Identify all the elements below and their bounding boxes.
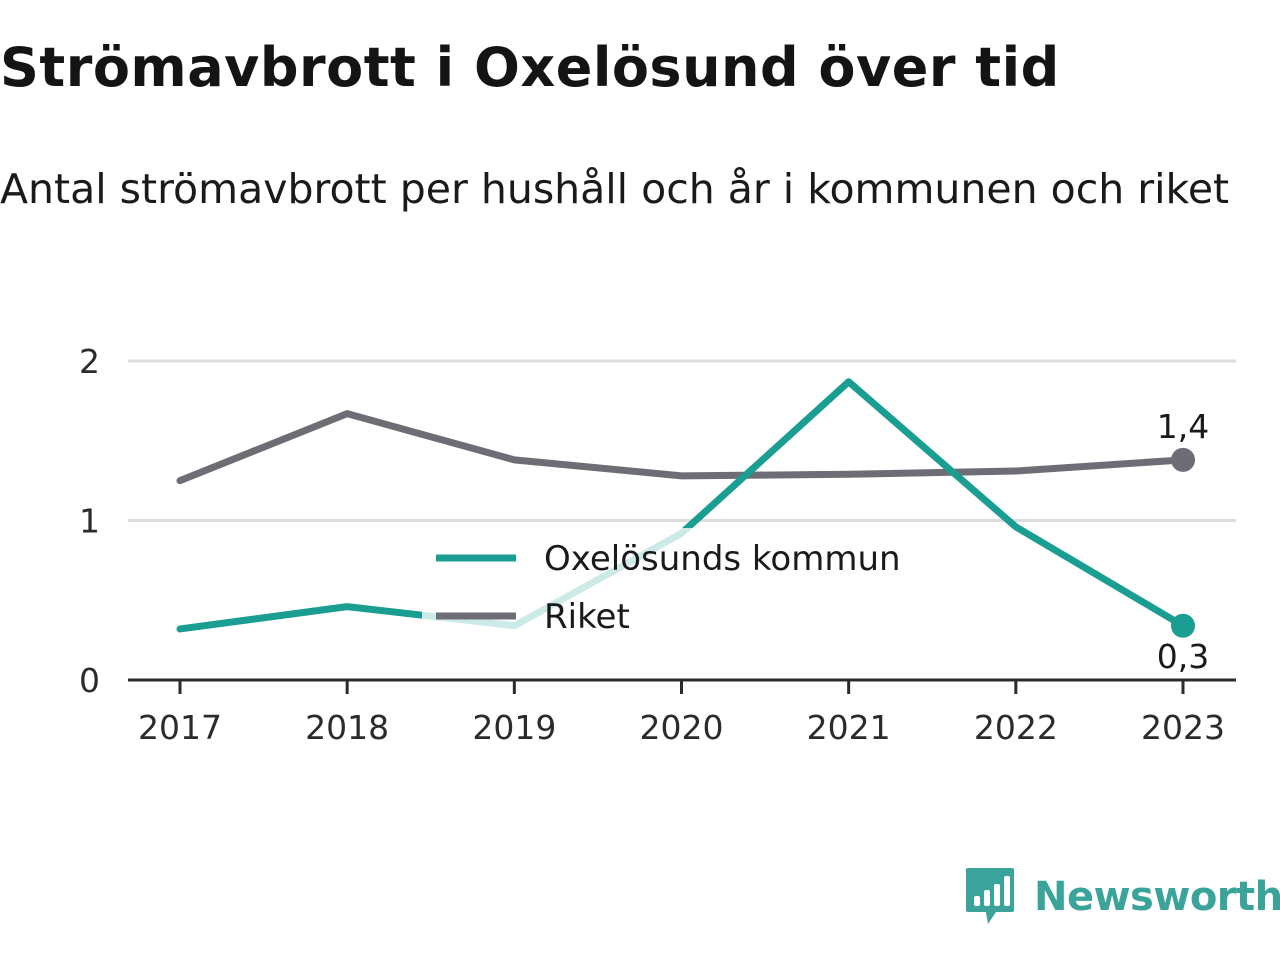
chart-subtitle: Antal strömavbrott per hushåll och år i … — [0, 165, 1230, 213]
y-tick-label: 0 — [79, 661, 100, 700]
x-tick-label: 2021 — [807, 708, 891, 747]
x-tick-label: 2020 — [640, 708, 724, 747]
x-tick-label: 2022 — [974, 708, 1058, 747]
legend: Oxelösunds kommun Riket — [422, 528, 942, 646]
data-label-riket: 1,4 — [1157, 407, 1209, 446]
x-tick-label: 2017 — [138, 708, 222, 747]
brand-logo: Newsworthy — [964, 862, 1280, 932]
y-tick-label: 2 — [79, 342, 100, 381]
x-tick-label: 2019 — [472, 708, 556, 747]
x-tick-label: 2018 — [305, 708, 389, 747]
x-tick-label: 2023 — [1141, 708, 1225, 747]
legend-label: Oxelösunds kommun — [544, 539, 901, 579]
data-labels: 1,4 0,3 — [1157, 407, 1209, 676]
gridlines — [128, 359, 1236, 522]
legend-background — [422, 528, 942, 646]
y-tick-label: 1 — [79, 502, 100, 541]
data-label-oxelosund: 0,3 — [1157, 637, 1209, 676]
brand-name: Newsworthy — [1034, 874, 1280, 920]
data-point — [1171, 613, 1195, 638]
legend-label: Riket — [544, 597, 630, 637]
series-line-riket — [176, 410, 1187, 485]
chart-title: Strömavbrott i Oxelösund över tid — [0, 36, 1060, 99]
data-point — [1171, 447, 1195, 472]
newsworthy-logo-icon — [966, 868, 1014, 924]
axes: 0 1 2 2017 2018 2019 2020 2021 2022 2023 — [79, 342, 1236, 747]
